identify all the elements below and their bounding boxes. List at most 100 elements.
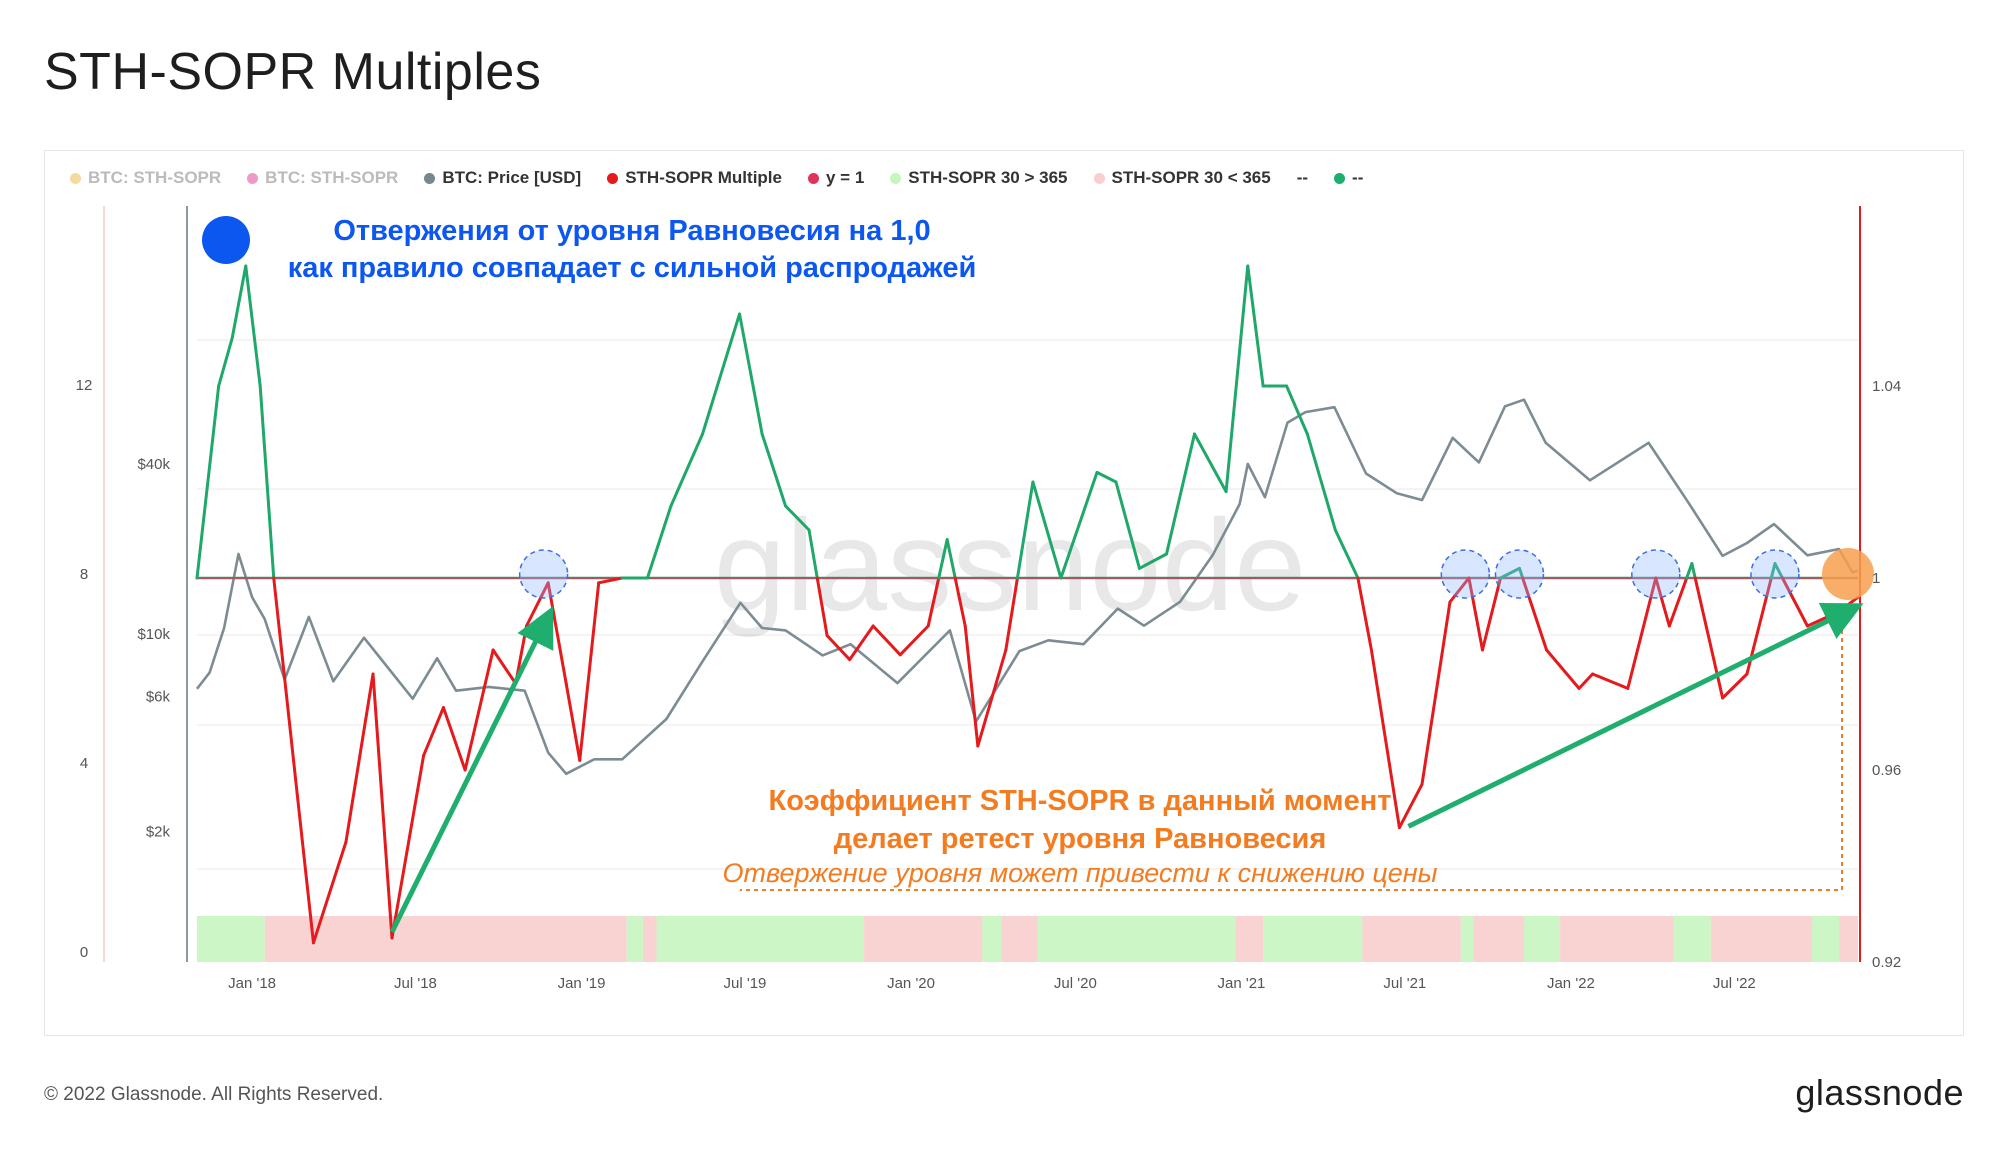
trend-arrow [1407, 603, 1864, 829]
sopr-segment [784, 504, 811, 532]
sopr-segment [578, 581, 601, 762]
sopr-segment [1137, 552, 1169, 570]
regime-band [1473, 916, 1524, 962]
sopr-segment [1246, 264, 1265, 388]
sopr-segment [701, 312, 742, 436]
regime-band [864, 916, 983, 962]
legend-dot-icon [70, 172, 81, 184]
legend-dot-icon [607, 172, 619, 184]
chart-frame [44, 150, 1964, 1036]
sopr-segment [195, 384, 221, 580]
sopr-segment [1693, 576, 1725, 700]
legend-item[interactable]: STH-SOPR 30 > 365 [890, 168, 1068, 188]
annotation-orange-line2: делает ретест уровня Равновесия [834, 823, 1327, 855]
legend-label: -- [1296, 168, 1309, 187]
dotted-guide-line [740, 622, 1843, 891]
legend-item[interactable]: BTC: STH-SOPR [70, 168, 221, 188]
rejection-marker [1494, 549, 1545, 599]
x-tick-label: Jan '19 [558, 975, 606, 992]
sopr-segment [564, 682, 582, 762]
right-tick-label: 0.92 [1872, 954, 1901, 971]
price-tick-label: $2k [146, 823, 171, 840]
sopr-segment [926, 576, 941, 628]
sopr-segment [1356, 576, 1373, 652]
legend-item[interactable]: -- [1334, 168, 1363, 188]
left-tick-label: 8 [80, 566, 88, 583]
price-series [195, 398, 1859, 776]
sopr-segment [1448, 576, 1471, 604]
legend-item[interactable]: BTC: STH-SOPR [247, 168, 398, 188]
sopr-segment [953, 576, 967, 628]
sopr-segment [1285, 384, 1309, 436]
legend-dot-icon [1334, 172, 1346, 184]
legend-label: BTC: Price [USD] [442, 168, 582, 187]
legend-item[interactable]: -- [1297, 168, 1308, 188]
legend-item[interactable]: STH-SOPR Multiple [607, 168, 782, 188]
right-tick-label: 1.04 [1872, 378, 1901, 395]
annotation-blue-line2: как правило совпадает с сильной распрода… [288, 252, 977, 284]
annotation-orange-line1: Коэффициент STH-SOPR в данный момент [769, 785, 1392, 817]
rejection-marker [1631, 549, 1681, 599]
watermark: glassnode [714, 492, 1307, 638]
sopr-segment [1626, 576, 1658, 690]
regime-band [1235, 916, 1264, 962]
sopr-segment [1420, 600, 1452, 786]
sopr-segment [1773, 562, 1784, 580]
sopr-segment [217, 336, 234, 388]
sopr-segment [1165, 432, 1197, 556]
rejection-marker [1440, 549, 1491, 599]
sopr-segment [1667, 576, 1689, 628]
sopr-segment [1114, 480, 1141, 570]
legend-item[interactable]: BTC: Price [USD] [424, 168, 581, 188]
sopr-segment [371, 672, 394, 940]
sopr-segment [1015, 480, 1035, 580]
price-tick-label: $6k [146, 689, 171, 706]
x-tick-label: Jul '18 [394, 975, 437, 992]
sopr-segment [1690, 562, 1697, 580]
sopr-segment [645, 504, 673, 580]
sopr-segment [1517, 566, 1525, 580]
legend-dot-icon [807, 172, 819, 184]
sopr-segment [898, 624, 930, 657]
price-tick-label: $40k [137, 456, 170, 473]
x-tick-label: Jan '21 [1217, 975, 1265, 992]
sopr-segment [230, 264, 248, 340]
sopr-segment [1591, 672, 1630, 690]
regime-band [1710, 916, 1812, 962]
sopr-segment [1521, 576, 1549, 652]
x-tick-label: Jul '22 [1713, 975, 1756, 992]
sopr-segment [871, 624, 902, 657]
legend-dot-icon [247, 172, 259, 184]
left-tick-label: 4 [80, 755, 88, 772]
x-tick-label: Jul '21 [1383, 975, 1426, 992]
rejection-markers [518, 548, 1874, 891]
legend-item[interactable]: y = 1 [807, 168, 864, 188]
rejection-marker [518, 549, 569, 599]
legend-label: -- [1352, 168, 1364, 187]
sopr-segment [244, 264, 262, 388]
sopr-segment [463, 648, 495, 772]
legend-dot-icon [1093, 172, 1105, 184]
x-tick-label: Jan '20 [887, 975, 935, 992]
sopr-segment [760, 432, 788, 508]
trend-arrow [389, 606, 554, 934]
regime-band [1001, 916, 1038, 962]
current-marker [1822, 548, 1874, 600]
footer-logo: glassnode [1795, 1072, 1964, 1113]
regime-band [1460, 916, 1474, 962]
legend-item[interactable]: STH-SOPR 30 < 365 [1093, 168, 1271, 188]
axis-tick-labels: 12 8 4 0 $40k $10k $6k $2k 1.04 1 0.96 0.92 Jan '18 J… [76, 377, 1902, 992]
sopr-segment [1467, 576, 1484, 652]
sopr-segment [1545, 648, 1581, 690]
sopr-segment [1333, 528, 1360, 580]
sopr-segment [1224, 264, 1250, 494]
sopr-segment [597, 576, 624, 585]
legend-label: STH-SOPR Multiple [625, 168, 782, 187]
sopr-segment [272, 576, 299, 796]
sopr-segment [491, 648, 518, 686]
sopr-segment [390, 754, 426, 940]
sopr-segment [825, 634, 852, 662]
page-title: STH-SOPR Multiples [44, 43, 542, 101]
sopr-segment [1004, 576, 1019, 652]
x-tick-label: Jan '18 [228, 975, 276, 992]
